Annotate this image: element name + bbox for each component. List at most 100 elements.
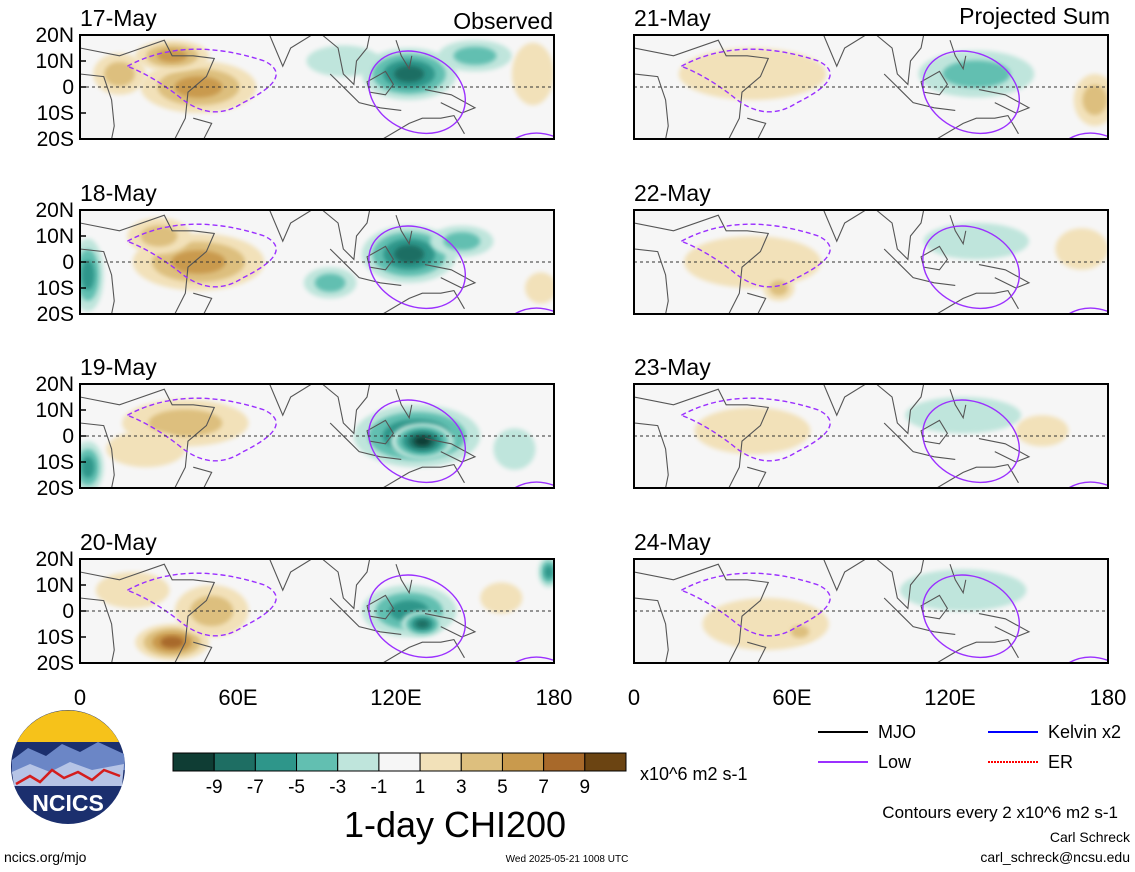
panel-date: 18-May <box>80 180 157 206</box>
panel-23-May: 23-May <box>633 354 1109 489</box>
anomaly-blob <box>106 430 186 468</box>
low-positive-contour <box>368 399 467 484</box>
anomaly-field <box>684 223 1108 301</box>
y-tick-label: 10N <box>35 50 74 73</box>
anomaly-blob <box>81 456 95 478</box>
new-guinea-coast <box>978 89 1031 114</box>
low-positive-contour <box>368 225 467 310</box>
y-tick-label: 10S <box>37 102 74 125</box>
philippines-coast <box>949 389 967 420</box>
australia-coast <box>936 114 1019 139</box>
panel-frame <box>633 34 1109 140</box>
colorbar-tick-label: -1 <box>370 777 387 798</box>
y-tick-label: 20N <box>35 199 74 222</box>
philippines-coast <box>395 389 413 420</box>
low-contours <box>681 572 1108 663</box>
y-tick-label: 10S <box>37 626 74 649</box>
coastlines <box>80 210 477 314</box>
anomaly-blob <box>415 619 430 629</box>
low-positive-contour-east <box>514 132 554 139</box>
madagascar-coast <box>193 641 213 663</box>
colorbar-tick-label: 7 <box>538 777 549 798</box>
low-contours <box>127 397 554 488</box>
sumatra-java-coast <box>883 422 956 460</box>
west-africa-coast <box>634 422 669 488</box>
panel-frame <box>633 558 1109 664</box>
anomaly-blob <box>942 60 1011 88</box>
sumatra-java-coast <box>883 73 956 111</box>
anomaly-blob <box>544 565 554 579</box>
anomaly-blob <box>480 582 523 614</box>
india-coast <box>823 35 867 68</box>
philippines-coast <box>949 564 967 595</box>
panel-17-May: 17-May 20N 10N 0 10S 20S <box>35 5 555 151</box>
australia-coast <box>382 638 465 663</box>
indochina-coast <box>321 210 371 261</box>
colorbar-tick-label: 1 <box>415 777 426 798</box>
anomaly-blob <box>414 436 431 446</box>
west-africa-coast <box>80 73 115 139</box>
low-positive-contour-east <box>1068 307 1108 314</box>
anomaly-blob <box>923 223 1029 260</box>
philippines-coast <box>395 215 413 246</box>
anomaly-field <box>80 399 536 488</box>
low-negative-contour <box>681 397 831 462</box>
x-axis-ticks: 0 60E 120E 180 0 60E 120E 180 <box>74 685 1126 710</box>
logo-sun <box>17 710 119 742</box>
y-tick-label: 0 <box>62 600 74 623</box>
africa-coast <box>80 563 216 663</box>
anomaly-blob <box>314 273 346 292</box>
indochina-coast <box>875 559 925 610</box>
legend-label: Low <box>878 752 912 772</box>
anomaly-blob <box>95 572 170 609</box>
anomaly-blob <box>684 236 821 288</box>
anomaly-blob <box>104 61 135 87</box>
indochina-coast <box>875 35 925 86</box>
low-contours <box>127 48 554 139</box>
low-positive-contour-east <box>1068 481 1108 488</box>
low-positive-contour-east <box>1068 656 1108 663</box>
colorbar-tick-label: 5 <box>497 777 508 798</box>
panel-date: 19-May <box>80 354 157 380</box>
new-guinea-coast <box>424 613 477 638</box>
anomaly-field <box>95 559 554 661</box>
contour-note: Contours every 2 x10^6 m2 s-1 <box>882 803 1118 822</box>
low-positive-contour <box>368 50 467 135</box>
indochina-coast <box>321 35 371 86</box>
y-tick-label: 20N <box>35 548 74 571</box>
panel-date: 20-May <box>80 529 157 555</box>
low-negative-contour <box>681 572 831 637</box>
x-tick-label: 60E <box>218 685 257 710</box>
y-tick-label: 20S <box>37 303 74 326</box>
anomaly-blob <box>140 225 178 247</box>
anomaly-blob <box>394 245 425 264</box>
africa-coast <box>634 214 770 314</box>
new-guinea-coast <box>978 613 1031 638</box>
panel-20-May: 20-May 20N 10N 0 10S 20S <box>35 529 555 675</box>
low-negative-contour <box>127 397 277 462</box>
low-positive-contour-east <box>1068 132 1108 139</box>
anomaly-field <box>93 40 554 113</box>
anomaly-blob <box>190 595 234 627</box>
anomaly-blob <box>174 76 223 98</box>
low-positive-contour-east <box>514 656 554 663</box>
anomaly-blob <box>790 625 810 638</box>
anomaly-blob <box>306 45 381 77</box>
indochina-coast <box>875 384 925 435</box>
low-contours <box>681 397 1108 488</box>
panel-date: 23-May <box>634 354 711 380</box>
low-negative-contour <box>681 223 831 288</box>
madagascar-coast <box>747 292 767 314</box>
email: carl_schreck@ncsu.edu <box>980 849 1130 865</box>
colorbar-swatch <box>378 752 421 772</box>
projected-heading: Projected Sum <box>959 3 1110 29</box>
logo-line <box>15 768 121 786</box>
author: Carl Schreck <box>1050 829 1131 845</box>
anomaly-blob <box>160 636 184 648</box>
india-coast <box>269 384 313 417</box>
coastlines <box>634 559 1031 663</box>
west-africa-coast <box>634 597 669 663</box>
logo-hills <box>12 762 124 786</box>
panel-21-May: 21-May <box>633 5 1109 140</box>
logo-mountain <box>12 742 125 774</box>
